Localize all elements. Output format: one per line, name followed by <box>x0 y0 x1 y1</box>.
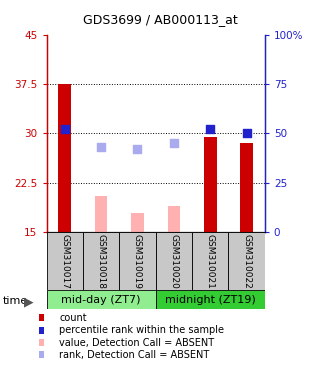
Text: percentile rank within the sample: percentile rank within the sample <box>59 325 224 335</box>
Point <box>171 140 177 146</box>
Bar <box>168 206 180 232</box>
Bar <box>229 232 265 290</box>
Text: GSM310017: GSM310017 <box>60 233 69 289</box>
Bar <box>192 232 229 290</box>
Bar <box>58 84 71 232</box>
Point <box>99 144 104 151</box>
Bar <box>204 137 217 232</box>
Text: mid-day (ZT7): mid-day (ZT7) <box>61 295 141 305</box>
Text: GSM310020: GSM310020 <box>169 234 178 288</box>
Point <box>135 146 140 152</box>
Text: value, Detection Call = ABSENT: value, Detection Call = ABSENT <box>59 338 214 348</box>
Bar <box>131 213 144 232</box>
Bar <box>83 232 119 290</box>
Text: GDS3699 / AB000113_at: GDS3699 / AB000113_at <box>83 13 238 26</box>
Bar <box>156 232 192 290</box>
Text: ▶: ▶ <box>24 295 34 308</box>
Text: rank, Detection Call = ABSENT: rank, Detection Call = ABSENT <box>59 350 210 360</box>
Text: count: count <box>59 313 87 323</box>
Bar <box>119 232 156 290</box>
Text: time: time <box>3 296 29 306</box>
Text: GSM310021: GSM310021 <box>206 234 215 288</box>
Text: midnight (ZT19): midnight (ZT19) <box>165 295 256 305</box>
Bar <box>47 232 83 290</box>
Text: GSM310022: GSM310022 <box>242 234 251 288</box>
Bar <box>240 143 253 232</box>
Bar <box>95 196 108 232</box>
Bar <box>156 290 265 309</box>
Bar <box>47 290 156 309</box>
Text: GSM310019: GSM310019 <box>133 233 142 289</box>
Text: GSM310018: GSM310018 <box>97 233 106 289</box>
Point <box>244 131 249 137</box>
Point <box>208 126 213 132</box>
Point <box>62 126 67 132</box>
